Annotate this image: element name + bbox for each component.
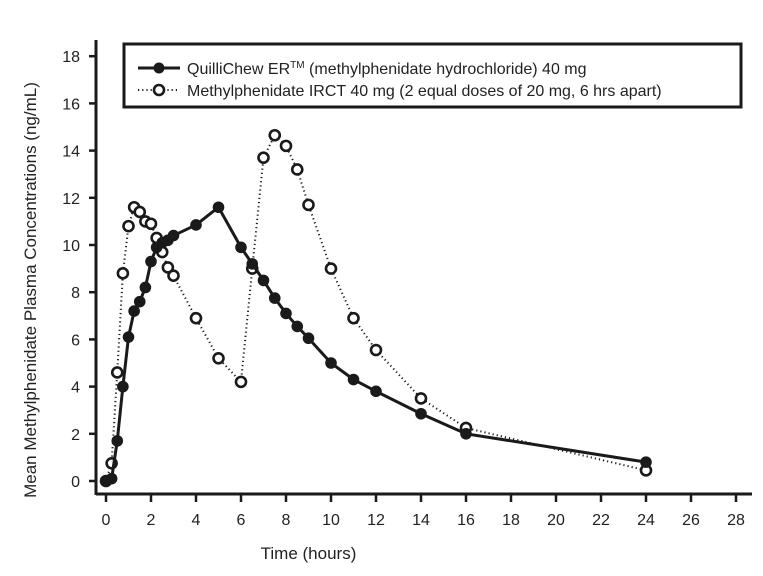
data-point — [302, 332, 315, 345]
data-point — [122, 219, 135, 233]
data-point — [347, 311, 360, 325]
data-point — [268, 128, 282, 142]
y-axis-label: Mean Methylphenidate Plasma Concentratio… — [21, 82, 40, 498]
x-tick-label: 8 — [282, 512, 291, 529]
data-point — [128, 305, 140, 317]
data-point — [324, 262, 338, 275]
legend-label-irct: Methylphenidate IRCT 40 mg (2 equal dose… — [187, 83, 662, 100]
legend-box — [122, 42, 743, 109]
data-point — [257, 151, 270, 164]
data-point — [139, 281, 152, 294]
x-tick-label: 4 — [192, 512, 201, 529]
x-tick-label: 0 — [102, 512, 111, 529]
data-point — [111, 435, 124, 447]
data-point — [212, 201, 225, 214]
x-axis-label: Time (hours) — [261, 544, 357, 563]
y-tick-label: 10 — [62, 238, 80, 255]
series-lines — [99, 128, 653, 488]
data-point — [133, 295, 146, 308]
y-tick-label: 6 — [71, 332, 80, 349]
data-point — [144, 217, 158, 231]
x-tick-label: 20 — [547, 512, 565, 529]
series-irct — [99, 128, 653, 488]
data-point — [167, 229, 180, 242]
x-tick-label: 16 — [457, 512, 475, 529]
data-point — [190, 219, 202, 231]
y-tick-label: 8 — [71, 285, 80, 302]
data-point — [117, 380, 129, 393]
x-tick-label: 10 — [322, 512, 340, 529]
data-point — [105, 472, 118, 485]
x-tick-label: 28 — [727, 512, 745, 529]
data-point — [246, 258, 259, 270]
data-point — [460, 428, 472, 440]
legend: QuilliChew ERTM (methylphenidate hydroch… — [122, 42, 743, 109]
x-tick-label: 26 — [682, 512, 700, 529]
y-tick-label: 18 — [62, 49, 80, 66]
data-point — [280, 307, 292, 320]
data-point — [234, 375, 248, 389]
legend-item-irct: Methylphenidate IRCT 40 mg (2 equal dose… — [138, 83, 662, 100]
series-quillichew — [100, 201, 652, 487]
data-point — [279, 139, 293, 153]
data-point — [167, 269, 180, 282]
data-point — [145, 255, 157, 268]
data-point — [161, 261, 175, 274]
data-point — [235, 241, 247, 254]
x-tick-label: 14 — [412, 512, 430, 529]
x-tick-label: 12 — [367, 512, 385, 529]
data-point — [325, 357, 337, 369]
x-tick-label: 24 — [637, 512, 655, 529]
data-point — [347, 373, 360, 386]
data-point — [290, 163, 304, 176]
y-tick-label: 14 — [62, 144, 80, 161]
x-tick-label: 18 — [502, 512, 520, 529]
data-point — [414, 392, 428, 405]
data-point — [122, 331, 135, 343]
series-line — [105, 133, 647, 482]
data-point — [370, 385, 382, 398]
series-line — [105, 205, 647, 483]
x-tick-label: 22 — [592, 512, 610, 529]
data-point — [189, 311, 203, 325]
data-point — [415, 407, 427, 420]
y-tick-label: 0 — [71, 474, 80, 491]
data-point — [116, 267, 130, 280]
data-point — [640, 456, 652, 468]
data-point — [291, 320, 304, 333]
y-tick-label: 12 — [62, 191, 80, 208]
y-tick-label: 2 — [71, 427, 80, 444]
x-tick-label: 2 — [147, 512, 156, 529]
data-point — [369, 343, 383, 357]
y-tick-label: 16 — [62, 96, 80, 113]
data-point — [110, 366, 124, 379]
data-point — [302, 198, 315, 212]
open-circle-marker-icon — [152, 83, 166, 97]
data-point — [257, 274, 270, 287]
data-point — [133, 205, 147, 219]
data-point — [212, 351, 225, 365]
data-point — [268, 292, 281, 304]
y-tick-label: 4 — [71, 380, 80, 397]
legend-label-quillichew: QuilliChew ERTM (methylphenidate hydroch… — [187, 60, 587, 78]
x-tick-label: 6 — [237, 512, 246, 529]
filled-circle-marker-icon — [153, 62, 165, 74]
legend-item-quillichew: QuilliChew ERTM (methylphenidate hydroch… — [138, 60, 587, 78]
